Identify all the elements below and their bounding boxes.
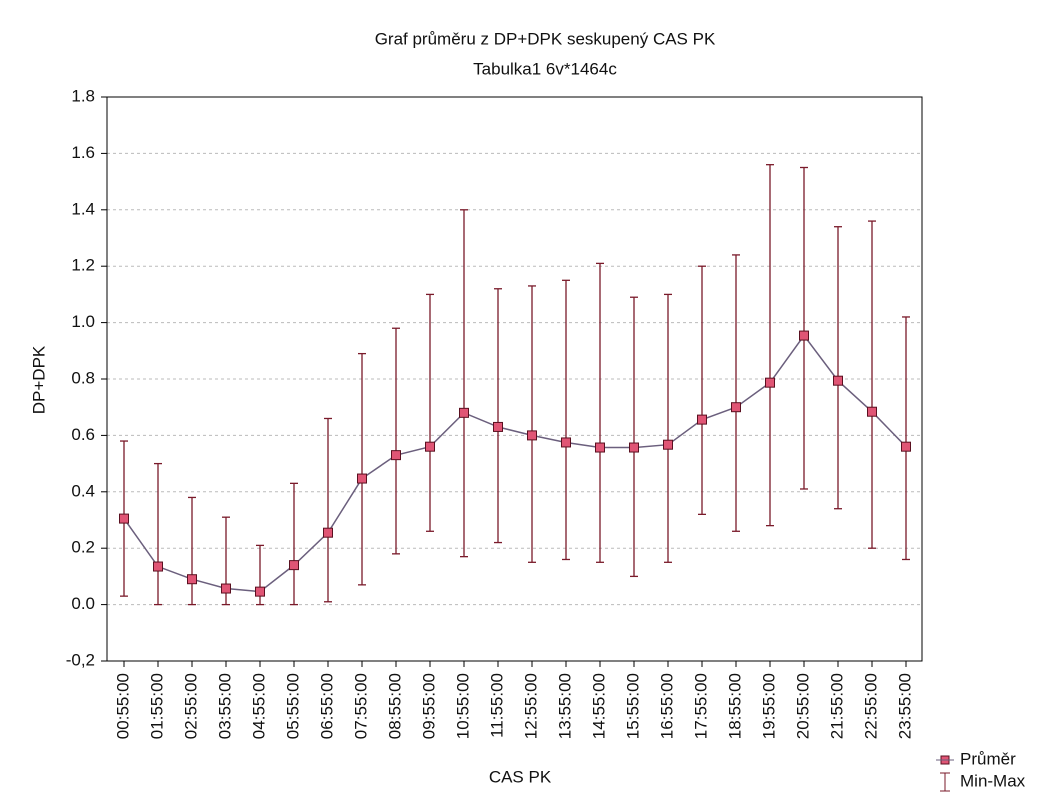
x-tick-label: 08:55:00 <box>385 673 404 739</box>
y-tick-label: 1.6 <box>71 143 95 162</box>
error-bar <box>290 482 298 606</box>
error-bar <box>154 462 162 606</box>
y-tick-label: 0.8 <box>71 368 95 387</box>
x-tick-label: 04:55:00 <box>249 673 268 739</box>
chart-subtitle: Tabulka1 6v*1464c <box>473 59 617 78</box>
x-tick-label: 00:55:00 <box>113 673 132 739</box>
y-tick-label: 1.8 <box>71 86 95 105</box>
chart-title: Graf průměru z DP+DPK seskupený CAS PK <box>375 29 716 48</box>
y-tick-label: -0,2 <box>66 650 95 669</box>
point-marker <box>289 560 299 571</box>
error-bar <box>562 279 570 561</box>
point-marker <box>153 561 163 572</box>
x-tick-label: 09:55:00 <box>419 673 438 739</box>
error-bar <box>630 296 638 578</box>
x-tick-label: 03:55:00 <box>215 673 234 739</box>
x-tick-label: 15:55:00 <box>623 673 642 739</box>
x-tick-label: 19:55:00 <box>759 673 778 739</box>
y-tick-label: 1.0 <box>71 312 95 331</box>
error-bar <box>698 265 706 516</box>
legend-label: Min-Max <box>960 771 1026 790</box>
point-marker <box>731 402 741 413</box>
point-marker <box>629 442 639 453</box>
x-tick-label: 23:55:00 <box>895 673 914 739</box>
error-bar <box>494 288 502 544</box>
error-bar <box>732 254 740 532</box>
x-tick-label: 12:55:00 <box>521 673 540 739</box>
x-tick-label: 05:55:00 <box>283 673 302 739</box>
x-tick-label: 17:55:00 <box>691 673 710 739</box>
x-tick-label: 14:55:00 <box>589 673 608 739</box>
error-bar <box>528 285 536 563</box>
point-marker <box>595 442 605 453</box>
point-marker <box>119 513 129 524</box>
error-bar <box>358 352 366 586</box>
error-bar <box>324 417 332 603</box>
error-bar <box>868 220 876 549</box>
y-tick-label: 0.6 <box>71 425 95 444</box>
error-bar <box>596 262 604 563</box>
y-tick-label: 0.0 <box>71 594 95 613</box>
x-tick-label: 11:55:00 <box>487 673 506 738</box>
error-bar <box>902 316 910 561</box>
error-bar <box>766 164 774 527</box>
error-bar <box>460 209 468 558</box>
x-tick-label: 16:55:00 <box>657 673 676 739</box>
point-marker <box>323 527 333 538</box>
point-marker <box>901 441 911 452</box>
point-marker <box>187 574 197 585</box>
legend-label: Průměr <box>960 749 1016 768</box>
error-bar <box>834 226 842 510</box>
y-tick-label: 0.2 <box>71 538 95 557</box>
plot-frame <box>106 96 923 662</box>
point-marker <box>459 407 469 418</box>
point-marker <box>357 473 367 484</box>
series-line <box>123 334 907 593</box>
y-tick-label: 1.2 <box>71 256 95 275</box>
x-tick-label: 02:55:00 <box>181 673 200 739</box>
x-tick-label: 20:55:00 <box>793 673 812 739</box>
error-bar <box>188 496 196 606</box>
point-marker <box>221 583 231 594</box>
error-bar <box>426 293 434 532</box>
point-marker <box>867 406 877 417</box>
x-tick-label: 18:55:00 <box>725 673 744 739</box>
y-tick-label: 0.4 <box>71 481 95 500</box>
x-tick-label: 01:55:00 <box>147 673 166 739</box>
x-tick-label: 21:55:00 <box>827 673 846 739</box>
x-tick-label: 22:55:00 <box>861 673 880 739</box>
x-tick-label: 06:55:00 <box>317 673 336 739</box>
point-marker <box>255 586 265 597</box>
point-marker <box>833 375 843 386</box>
point-marker <box>527 430 537 441</box>
x-axis-label: CAS PK <box>489 767 552 786</box>
x-tick-label: 10:55:00 <box>453 673 472 739</box>
x-tick-label: 07:55:00 <box>351 673 370 739</box>
point-marker <box>493 421 503 432</box>
point-marker <box>663 439 673 450</box>
y-tick-label: 1.4 <box>71 199 95 218</box>
point-marker <box>697 414 707 425</box>
x-tick-label: 13:55:00 <box>555 673 574 739</box>
point-marker <box>391 450 401 461</box>
point-marker <box>799 330 809 341</box>
error-bar <box>392 327 400 555</box>
point-marker <box>425 441 435 452</box>
y-axis-label: DP+DPK <box>29 345 48 414</box>
error-bar <box>800 166 808 490</box>
point-marker <box>561 437 571 448</box>
point-marker <box>765 377 775 388</box>
error-bar <box>664 293 672 563</box>
